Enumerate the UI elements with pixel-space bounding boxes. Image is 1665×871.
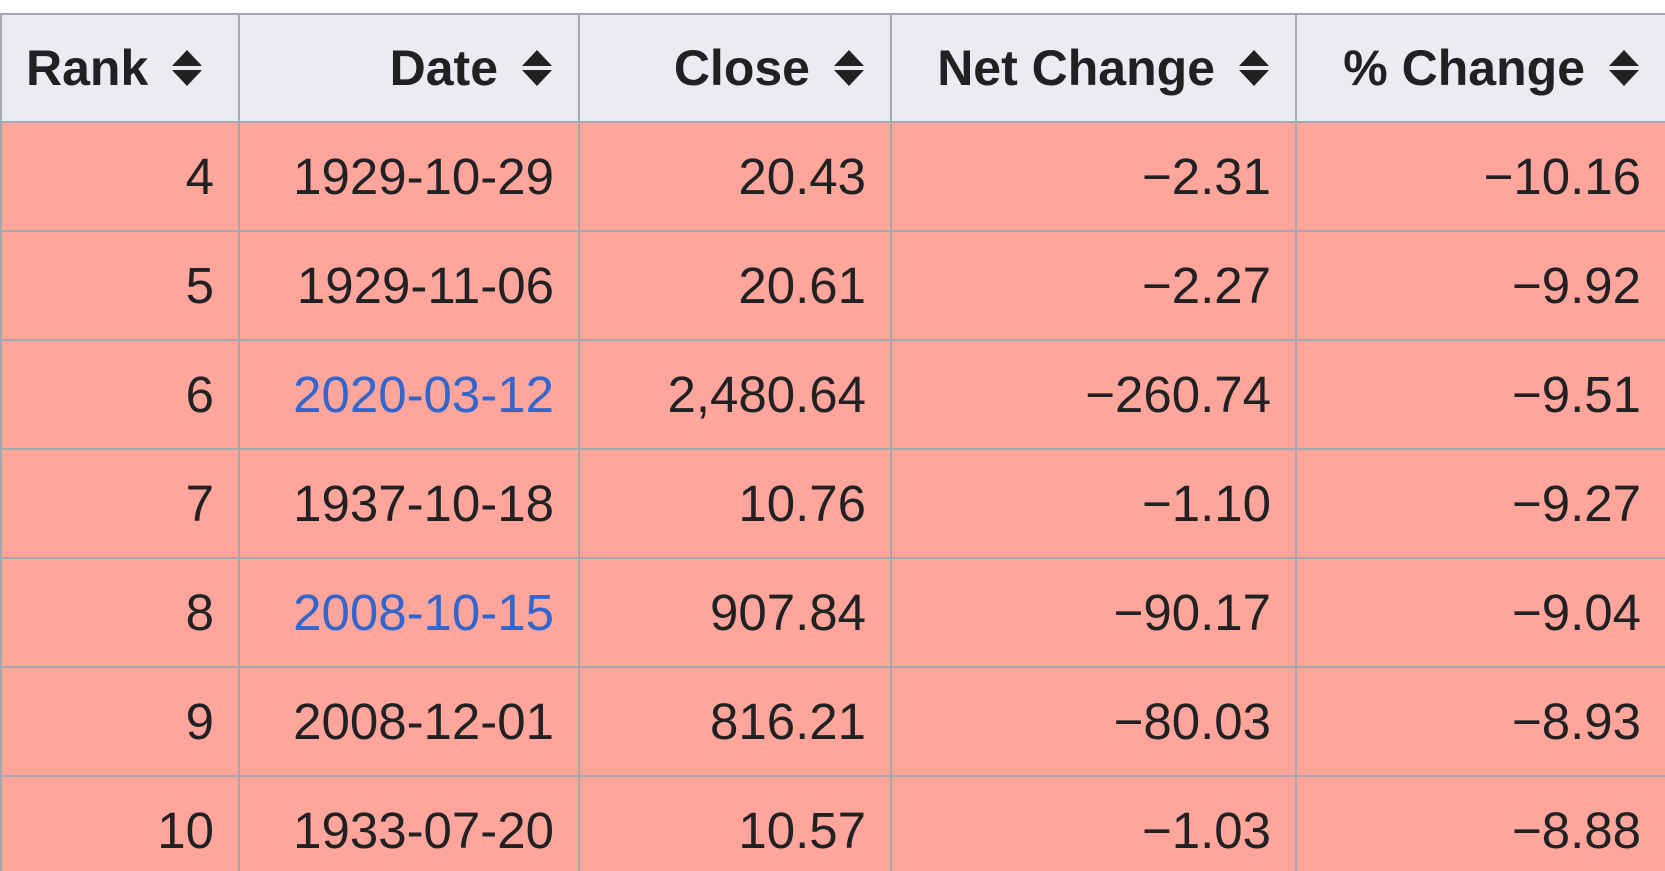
column-header-net-change[interactable]: Net Change <box>890 13 1297 123</box>
data-table-container: Rank Date Close <box>0 13 1665 871</box>
table-row: 7 1937-10-18 10.76 −1.10 −9.27 <box>0 448 1665 559</box>
cell-net-change: −1.10 <box>890 448 1297 559</box>
cell-rank: 8 <box>0 557 240 668</box>
sort-icon[interactable] <box>1237 48 1271 88</box>
table-header-row: Rank Date Close <box>0 13 1665 123</box>
column-header-rank[interactable]: Rank <box>0 13 240 123</box>
column-header-label: Rank <box>26 40 149 96</box>
cell-rank: 10 <box>0 775 240 871</box>
cell-rank: 7 <box>0 448 240 559</box>
cell-pct-change: −9.92 <box>1295 230 1665 341</box>
cell-date: 2008-10-15 <box>238 557 580 668</box>
table-row: 8 2008-10-15 907.84 −90.17 −9.04 <box>0 557 1665 668</box>
table-row: 6 2020-03-12 2,480.64 −260.74 −9.51 <box>0 339 1665 450</box>
sort-icon[interactable] <box>832 48 866 88</box>
cell-rank: 9 <box>0 666 240 777</box>
cell-net-change: −2.31 <box>890 121 1297 232</box>
cell-net-change: −1.03 <box>890 775 1297 871</box>
cell-date: 1929-11-06 <box>238 230 580 341</box>
cell-rank: 4 <box>0 121 240 232</box>
column-header-close[interactable]: Close <box>578 13 892 123</box>
cell-date: 2008-12-01 <box>238 666 580 777</box>
cell-net-change: −90.17 <box>890 557 1297 668</box>
cell-date: 1929-10-29 <box>238 121 580 232</box>
cell-close: 10.76 <box>578 448 892 559</box>
table-body: 4 1929-10-29 20.43 −2.31 −10.16 5 1929-11-06 20… <box>0 121 1665 871</box>
column-header-label: Net Change <box>937 40 1215 96</box>
date-link[interactable]: 2020-03-12 <box>293 366 554 423</box>
cell-close: 2,480.64 <box>578 339 892 450</box>
column-header-pct-change[interactable]: % Change <box>1295 13 1665 123</box>
cell-net-change: −260.74 <box>890 339 1297 450</box>
cell-date: 2020-03-12 <box>238 339 580 450</box>
cell-close: 20.43 <box>578 121 892 232</box>
cell-pct-change: −9.04 <box>1295 557 1665 668</box>
cell-close: 20.61 <box>578 230 892 341</box>
sort-icon[interactable] <box>170 48 204 88</box>
column-header-label: Date <box>389 40 498 96</box>
cell-pct-change: −9.27 <box>1295 448 1665 559</box>
table-row: 4 1929-10-29 20.43 −2.31 −10.16 <box>0 121 1665 232</box>
column-header-label: % Change <box>1343 40 1585 96</box>
cell-rank: 6 <box>0 339 240 450</box>
sort-icon[interactable] <box>520 48 554 88</box>
cell-pct-change: −9.51 <box>1295 339 1665 450</box>
cell-date: 1933-07-20 <box>238 775 580 871</box>
cell-date: 1937-10-18 <box>238 448 580 559</box>
table-row: 5 1929-11-06 20.61 −2.27 −9.92 <box>0 230 1665 341</box>
cell-pct-change: −10.16 <box>1295 121 1665 232</box>
cell-net-change: −2.27 <box>890 230 1297 341</box>
cell-pct-change: −8.88 <box>1295 775 1665 871</box>
cell-close: 907.84 <box>578 557 892 668</box>
table-row: 9 2008-12-01 816.21 −80.03 −8.93 <box>0 666 1665 777</box>
cell-close: 10.57 <box>578 775 892 871</box>
column-header-date[interactable]: Date <box>238 13 580 123</box>
sort-icon[interactable] <box>1607 48 1641 88</box>
sortable-data-table: Rank Date Close <box>0 13 1665 871</box>
cell-net-change: −80.03 <box>890 666 1297 777</box>
table-row: 10 1933-07-20 10.57 −1.03 −8.88 <box>0 775 1665 871</box>
column-header-label: Close <box>673 40 810 96</box>
date-link[interactable]: 2008-10-15 <box>293 584 554 641</box>
cell-pct-change: −8.93 <box>1295 666 1665 777</box>
cell-rank: 5 <box>0 230 240 341</box>
cell-close: 816.21 <box>578 666 892 777</box>
